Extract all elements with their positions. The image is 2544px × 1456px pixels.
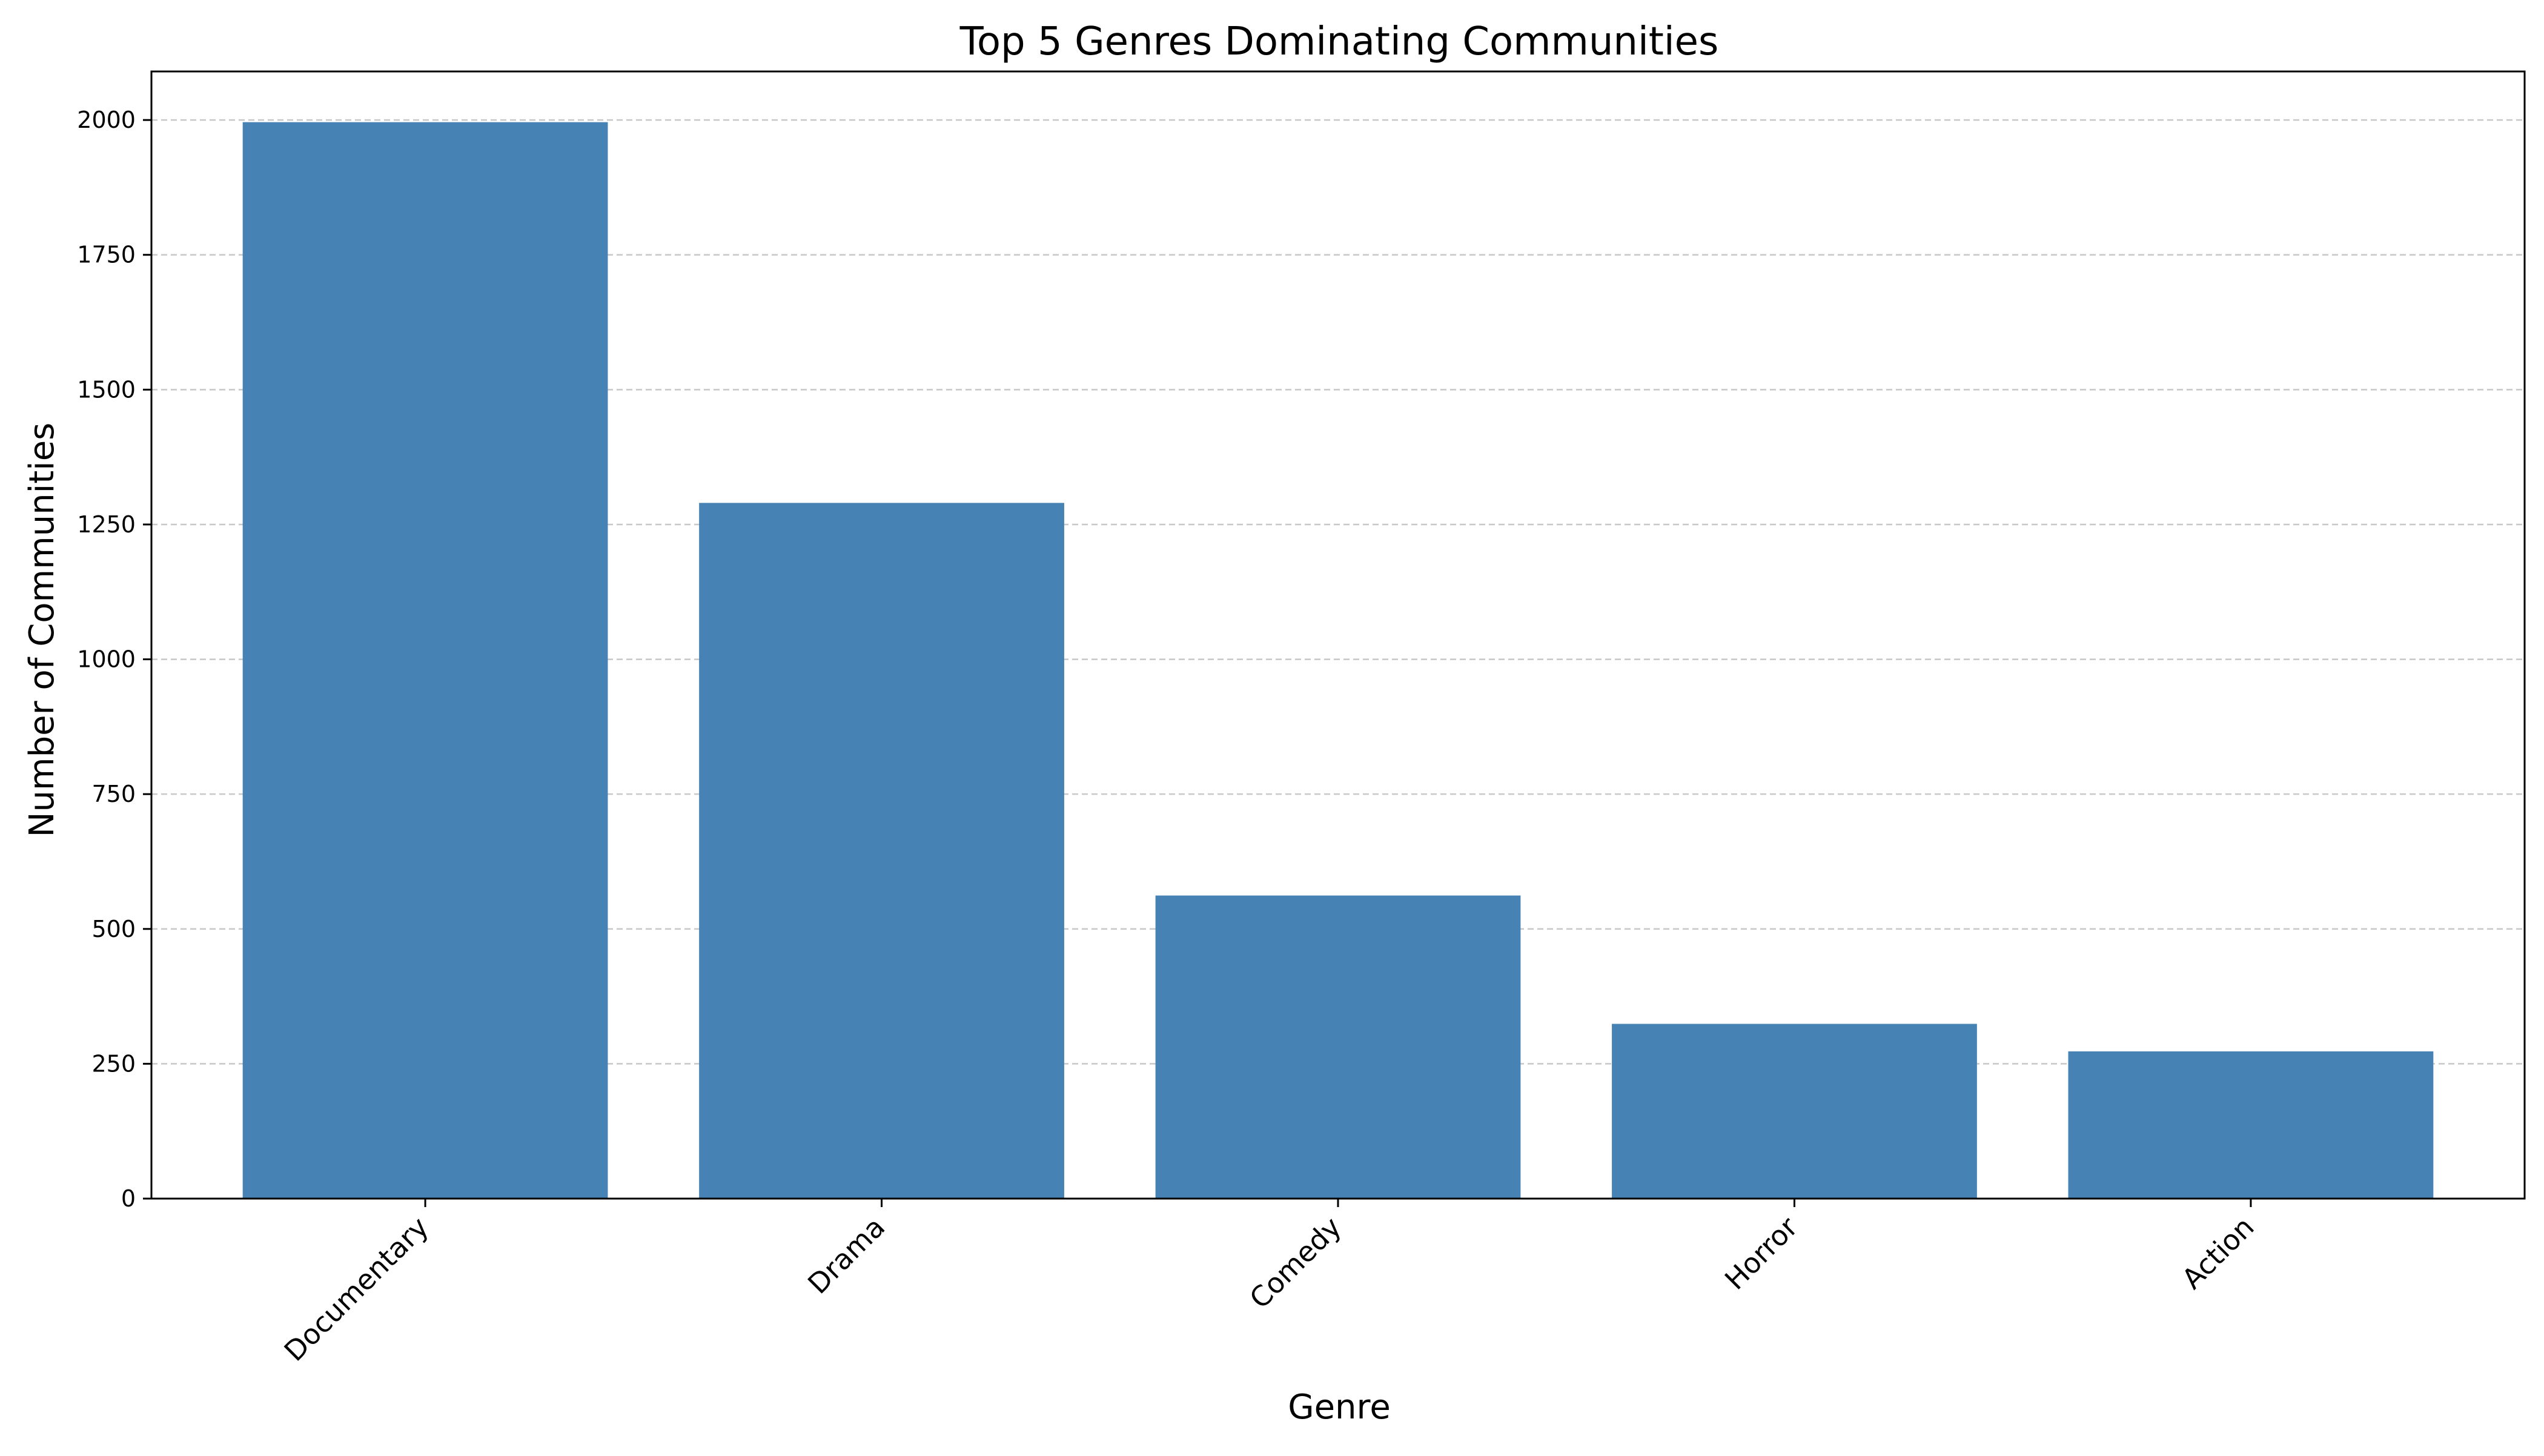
chart-title: Top 5 Genres Dominating Communities xyxy=(959,19,1719,64)
y-axis-ticks: 0 250 500 750 1000 1250 1500 1750 2000 xyxy=(77,107,151,1212)
x-axis-label: Genre xyxy=(1288,1388,1391,1427)
bar-drama xyxy=(699,503,1064,1199)
bar-documentary xyxy=(242,122,608,1199)
y-axis-label: Number of Communities xyxy=(22,423,62,838)
y-tick-label: 1500 xyxy=(77,376,136,403)
y-tick-label: 750 xyxy=(91,781,136,807)
bars xyxy=(242,122,2434,1199)
bar-action xyxy=(2068,1051,2434,1199)
y-tick-label: 0 xyxy=(121,1185,136,1212)
y-tick-label: 2000 xyxy=(77,107,136,133)
bar-horror xyxy=(1612,1024,1977,1199)
y-tick-label: 1250 xyxy=(77,511,136,538)
y-tick-label: 250 xyxy=(91,1050,136,1077)
y-tick-label: 1000 xyxy=(77,646,136,673)
bar-comedy xyxy=(1155,895,1521,1199)
y-tick-label: 1750 xyxy=(77,242,136,268)
y-tick-label: 500 xyxy=(91,916,136,942)
